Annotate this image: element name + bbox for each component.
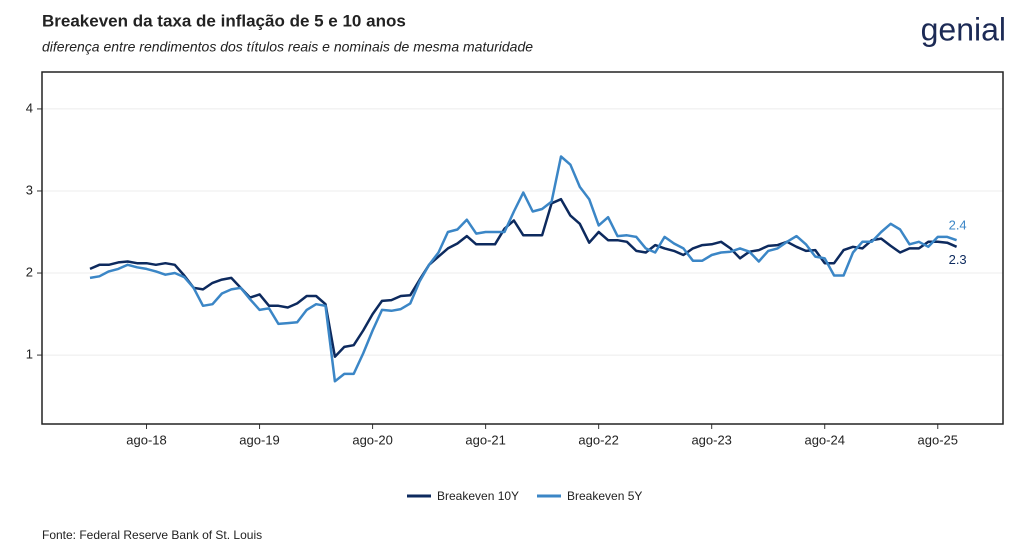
source: Fonte: Federal Reserve Bank of St. Louis bbox=[42, 528, 262, 542]
y-tick-label: 3 bbox=[26, 182, 33, 197]
x-tick-label: ago-18 bbox=[126, 432, 166, 447]
legend-label: Breakeven 10Y bbox=[437, 489, 519, 503]
end-label: 2.3 bbox=[949, 252, 967, 267]
y-tick-label: 2 bbox=[26, 264, 33, 279]
x-tick-label: ago-25 bbox=[918, 432, 958, 447]
x-tick-label: ago-24 bbox=[804, 432, 844, 447]
logo: genial bbox=[921, 11, 1006, 47]
x-tick-label: ago-20 bbox=[352, 432, 392, 447]
y-tick-label: 4 bbox=[26, 100, 33, 115]
end-label: 2.4 bbox=[949, 218, 967, 233]
chart-title: Breakeven da taxa de inflação de 5 e 10 … bbox=[42, 11, 406, 30]
x-tick-label: ago-19 bbox=[239, 432, 279, 447]
plot-frame bbox=[41, 71, 1004, 425]
x-tick-label: ago-21 bbox=[465, 432, 505, 447]
legend-label: Breakeven 5Y bbox=[567, 489, 642, 503]
chart-subtitle: diferença entre rendimentos dos títulos … bbox=[42, 39, 533, 55]
y-tick-label: 1 bbox=[26, 347, 33, 362]
series-line bbox=[89, 197, 958, 358]
x-tick-label: ago-23 bbox=[691, 432, 731, 447]
series-line bbox=[89, 155, 958, 383]
x-tick-label: ago-22 bbox=[578, 432, 618, 447]
